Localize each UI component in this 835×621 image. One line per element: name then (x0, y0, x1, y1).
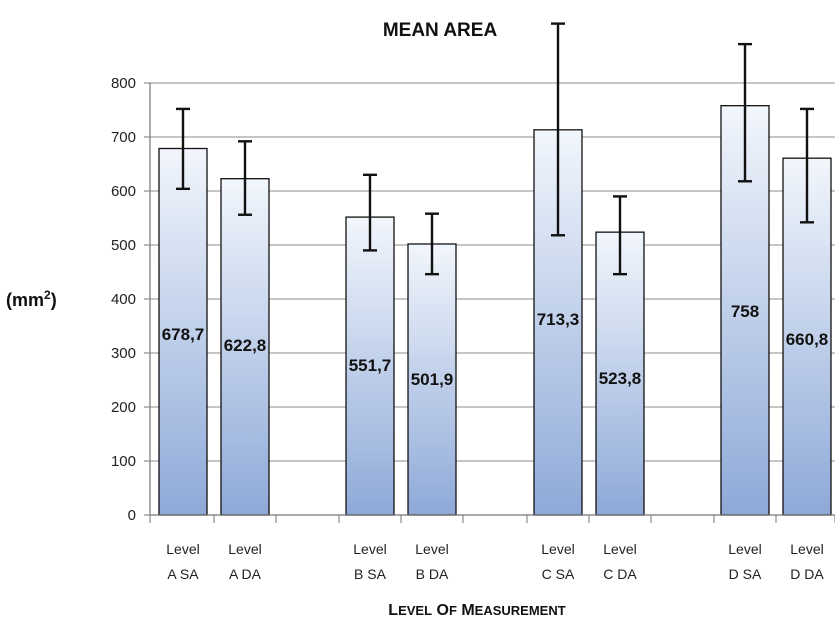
x-tick-label: B DA (416, 566, 449, 582)
error-bar (551, 22, 565, 237)
bar (158, 147, 208, 516)
x-tick-label: A DA (229, 566, 262, 582)
data-label: 713,3 (537, 310, 580, 329)
y-tick-label: 200 (111, 399, 136, 416)
y-tick-labels: 0 100 200 300 400 500 600 700 800 (111, 75, 150, 524)
y-tick-label: 500 (111, 237, 136, 254)
x-tick-labels: Level A SA Level A DA Level B SA Level B DA Leve… (166, 541, 824, 582)
y-tick-label: 0 (128, 507, 136, 524)
data-label: 501,9 (411, 370, 454, 389)
bar (345, 216, 395, 516)
data-label: 678,7 (162, 325, 205, 344)
x-tick-label: C DA (603, 566, 637, 582)
bar (595, 231, 645, 516)
x-axis (149, 83, 835, 523)
x-tick-label: Level (166, 541, 199, 557)
data-labels: 678,7 622,8 551,7 501,9 713,3 523,8 758 660,8 (162, 302, 829, 389)
y-tick-label: 300 (111, 345, 136, 362)
x-axis-label: LEVEL OF MEASUREMENT (388, 602, 565, 619)
error-bars (176, 22, 814, 276)
error-bar (800, 107, 814, 224)
y-tick-label: 400 (111, 291, 136, 308)
x-tick-label: A SA (167, 566, 199, 582)
error-bar (613, 195, 627, 276)
x-tick-label: Level (790, 541, 823, 557)
x-tick-label: Level (541, 541, 574, 557)
error-bar (738, 42, 752, 183)
error-bar (425, 212, 439, 276)
data-label: 551,7 (349, 356, 392, 375)
error-bar (176, 107, 190, 191)
y-tick-label: 700 (111, 129, 136, 146)
x-tick-label: D SA (729, 566, 762, 582)
chart-title: MEAN AREA (383, 20, 498, 41)
data-label: 523,8 (599, 369, 642, 388)
y-tick-label: 100 (111, 453, 136, 470)
data-label: 622,8 (224, 336, 267, 355)
y-tick-label: 600 (111, 183, 136, 200)
bar (220, 178, 270, 516)
x-tick-label: C SA (542, 566, 575, 582)
x-tick-label: Level (353, 541, 386, 557)
x-tick-label: Level (228, 541, 261, 557)
y-axis-label: (mm2) (6, 288, 57, 310)
error-bar (363, 173, 377, 252)
x-tick-label: Level (728, 541, 761, 557)
error-bar (238, 140, 252, 216)
bar (407, 243, 457, 516)
data-label: 758 (731, 302, 759, 321)
data-label: 660,8 (786, 330, 829, 349)
x-tick-label: Level (603, 541, 636, 557)
x-tick-label: B SA (354, 566, 387, 582)
x-tick-label: Level (415, 541, 448, 557)
y-tick-label: 800 (111, 75, 136, 92)
x-tick-label: D DA (790, 566, 824, 582)
bars (158, 105, 832, 516)
